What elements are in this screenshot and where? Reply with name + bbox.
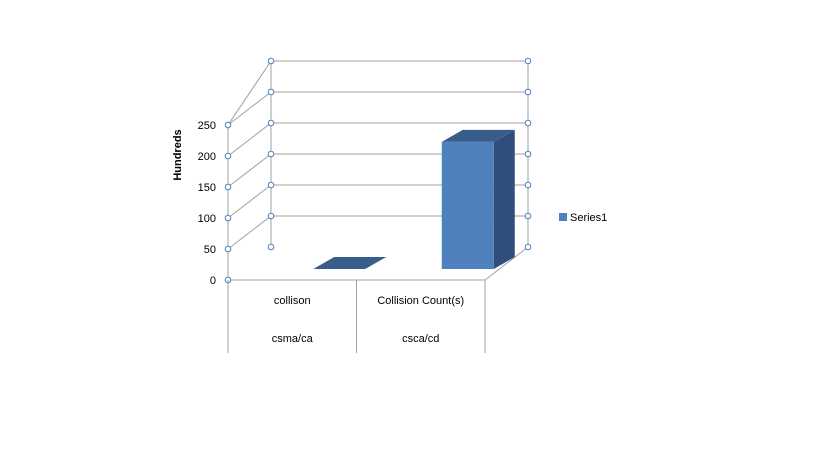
- left-wall-top-edge: [227, 60, 272, 126]
- bar-top-0: [313, 257, 387, 269]
- category-table: collison csma/ca Collision Count(s) csca/cd: [227, 280, 486, 353]
- legend-label-series1: Series1: [570, 212, 607, 224]
- y-tick-label-5: 250: [198, 120, 216, 132]
- gridline-marker-front-4: [224, 152, 232, 160]
- gridline-marker-back-right-0: [524, 243, 532, 251]
- gridline-marker-front-5: [224, 121, 232, 129]
- y-tick-label-1: 50: [204, 244, 216, 256]
- y-tick-label-3: 150: [198, 182, 216, 194]
- y-tick-label-4: 200: [198, 151, 216, 163]
- gridline-marker-back-right-4: [524, 119, 532, 127]
- gridline-marker-back-right-3: [524, 150, 532, 158]
- category-label-top-1: Collision Count(s): [377, 295, 464, 307]
- gridline-marker-back-left-3: [267, 150, 275, 158]
- legend: Series1: [559, 212, 607, 224]
- gridline-marker-back-right-5: [524, 88, 532, 96]
- bar-top-1: [441, 129, 515, 142]
- top-gridline-marker-left: [267, 57, 275, 65]
- y-axis-ticks: 0 50 100 150 200 250: [198, 120, 216, 287]
- gridline-diagonal-2: [227, 184, 272, 219]
- y-axis-label: Hundreds: [172, 129, 184, 180]
- bar-front-1: [441, 141, 494, 269]
- category-label-bottom-1: csca/cd: [402, 333, 439, 345]
- category-label-bottom-0: csma/ca: [272, 333, 314, 345]
- gridline-marker-front-2: [224, 214, 232, 222]
- y-tick-label-0: 0: [210, 275, 216, 287]
- legend-swatch-series1: [559, 213, 567, 221]
- top-gridline-marker-right: [524, 57, 532, 65]
- gridline-diagonal-3: [227, 153, 272, 188]
- gridline-diagonal-5: [227, 91, 272, 126]
- gridline-diagonal-4: [227, 122, 272, 157]
- gridline-marker-back-right-2: [524, 181, 532, 189]
- gridline-diagonal-1: [227, 215, 272, 250]
- gridline-marker-back-left-4: [267, 119, 275, 127]
- gridline-marker-back-left-2: [267, 181, 275, 189]
- gridline-marker-back-left-5: [267, 88, 275, 96]
- gridline-marker-front-3: [224, 183, 232, 191]
- gridline-marker-back-left-0: [267, 243, 275, 251]
- y-tick-label-2: 100: [198, 213, 216, 225]
- gridline-marker-front-1: [224, 245, 232, 253]
- gridline-marker-back-left-1: [267, 212, 275, 220]
- gridline-marker-back-right-1: [524, 212, 532, 220]
- category-label-top-0: collison: [274, 295, 311, 307]
- bar-side-1: [493, 129, 515, 269]
- floor-right-edge: [484, 246, 529, 281]
- bars: [313, 129, 515, 269]
